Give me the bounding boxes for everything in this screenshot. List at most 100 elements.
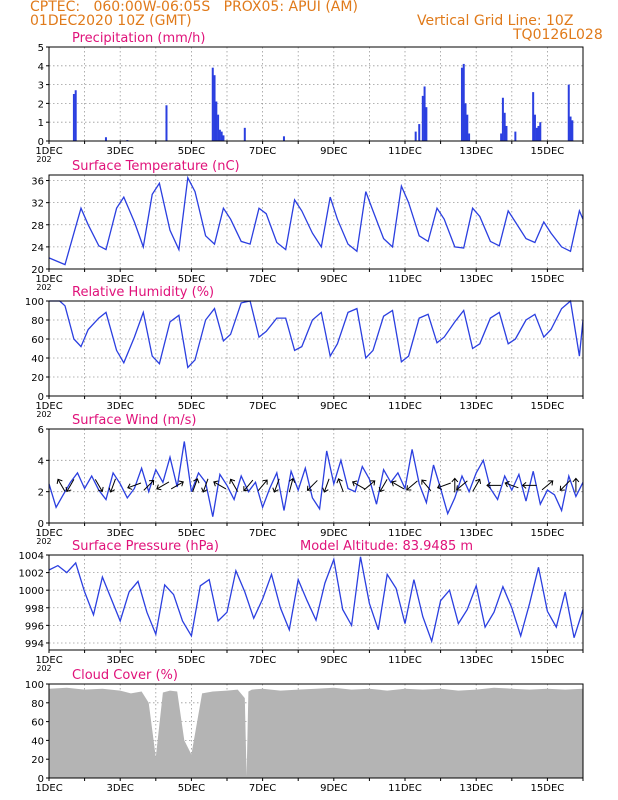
x-tick-label: 9DEC — [320, 401, 347, 412]
precip-bar — [503, 112, 506, 141]
wind-arrow — [451, 477, 459, 493]
wind-arrow — [288, 477, 296, 493]
x-tick-label: 13DEC — [459, 783, 493, 794]
wind-arrow — [351, 480, 366, 490]
precip-bar — [466, 114, 469, 141]
wind-arrow — [486, 482, 501, 489]
x-tick-label: 3DEC — [107, 146, 134, 157]
y-tick-label: 100 — [25, 297, 44, 308]
y-tick-label: 1004 — [19, 551, 44, 562]
x-year-label: 202 — [36, 664, 51, 673]
precip-bar — [104, 137, 107, 141]
wind-arrow — [127, 482, 142, 490]
wind-arrow — [559, 480, 571, 491]
cloud-area — [49, 687, 583, 778]
y-tick-label: 20 — [31, 265, 44, 276]
y-tick-label: 80 — [31, 316, 44, 327]
x-tick-label: 5DEC — [178, 274, 205, 285]
wind-arrow — [421, 479, 432, 492]
x-tick-label: 7DEC — [249, 146, 276, 157]
wind-arrow — [572, 477, 580, 493]
header-right-line2: TQ0126L028 — [513, 27, 603, 43]
wind-arrow — [257, 479, 268, 492]
x-tick-label: 3DEC — [107, 401, 134, 412]
wind-arrow — [156, 481, 170, 491]
x-tick-label: 13DEC — [459, 274, 493, 285]
precip-bar — [418, 124, 421, 141]
y-tick-label: 36 — [31, 177, 44, 188]
precip-bar — [464, 103, 467, 141]
precip-bar — [533, 114, 536, 141]
y-tick-label: 100 — [25, 680, 44, 691]
wind-arrow — [363, 480, 376, 491]
wind-arrow — [272, 478, 280, 493]
precip-bar — [505, 125, 508, 141]
panel-title: Surface Wind (m/s) — [72, 413, 196, 428]
wind-arrow — [521, 482, 537, 489]
x-tick-label: 7DEC — [249, 528, 276, 539]
series-line — [49, 299, 584, 369]
y-tick-label: 20 — [31, 755, 44, 766]
x-tick-label: 11DEC — [388, 401, 422, 412]
x-tick-label: 15DEC — [531, 146, 565, 157]
panel-frame — [48, 46, 584, 142]
precip-bar — [539, 122, 542, 141]
x-tick-label: 15DEC — [531, 783, 565, 794]
wind-arrow — [378, 479, 388, 493]
x-tick-label: 15DEC — [531, 401, 565, 412]
precip-bar — [500, 133, 503, 141]
panel-title: Cloud Cover (%) — [72, 668, 178, 683]
x-tick-label: 11DEC — [388, 146, 422, 157]
x-tick-label: 3DEC — [107, 528, 134, 539]
precip-bar — [501, 97, 504, 141]
x-year-label: 202 — [36, 155, 51, 164]
y-tick-label: 5 — [38, 43, 44, 54]
wind-arrow — [243, 479, 254, 492]
precip-bar — [220, 131, 223, 141]
x-tick-label: 3DEC — [107, 655, 134, 666]
x-tick-label: 9DEC — [320, 655, 347, 666]
x-tick-label: 3DEC — [107, 783, 134, 794]
wind-arrow — [306, 480, 318, 491]
x-tick-label: 7DEC — [249, 655, 276, 666]
x-tick-label: 5DEC — [178, 146, 205, 157]
x-tick-label: 13DEC — [459, 146, 493, 157]
y-tick-label: 0 — [38, 137, 44, 148]
y-tick-label: 1 — [38, 118, 44, 129]
x-year-label: 202 — [36, 283, 51, 292]
precip-bar — [74, 90, 77, 141]
y-tick-label: 24 — [31, 243, 44, 254]
panel-annotation: Model Altitude: 83.9485 m — [300, 539, 473, 554]
x-tick-label: 1DEC — [35, 783, 62, 794]
x-tick-label: 9DEC — [320, 146, 347, 157]
x-tick-label: 11DEC — [388, 655, 422, 666]
precip-bar — [165, 105, 168, 141]
y-tick-label: 996 — [25, 621, 44, 632]
y-tick-label: 60 — [31, 335, 44, 346]
header-right-line1: Vertical Grid Line: 10Z — [417, 13, 574, 29]
y-tick-label: 20 — [31, 373, 44, 384]
wind-arrow — [472, 478, 482, 492]
y-tick-label: 40 — [31, 354, 44, 365]
precip-bar — [462, 63, 465, 141]
x-tick-label: 13DEC — [459, 655, 493, 666]
x-tick-label: 7DEC — [249, 401, 276, 412]
panel-frame — [48, 554, 584, 651]
precip-bar — [72, 94, 75, 141]
panel-title: Surface Temperature (nC) — [72, 159, 240, 174]
precip-bar — [460, 67, 463, 141]
panel-title: Surface Pressure (hPa) — [72, 539, 219, 554]
wind-arrow — [456, 480, 468, 491]
precip-bar — [423, 86, 426, 141]
x-tick-label: 3DEC — [107, 274, 134, 285]
x-tick-label: 15DEC — [531, 274, 565, 285]
x-tick-label: 5DEC — [178, 655, 205, 666]
y-tick-label: 32 — [31, 199, 44, 210]
header-left-line2: 01DEC2020 10Z (GMT) — [30, 13, 192, 29]
x-tick-label: 1DEC — [35, 401, 62, 412]
series-line — [48, 556, 584, 644]
x-tick-label: 15DEC — [531, 655, 565, 666]
wind-arrow — [504, 480, 519, 489]
precip-bar — [414, 131, 417, 141]
